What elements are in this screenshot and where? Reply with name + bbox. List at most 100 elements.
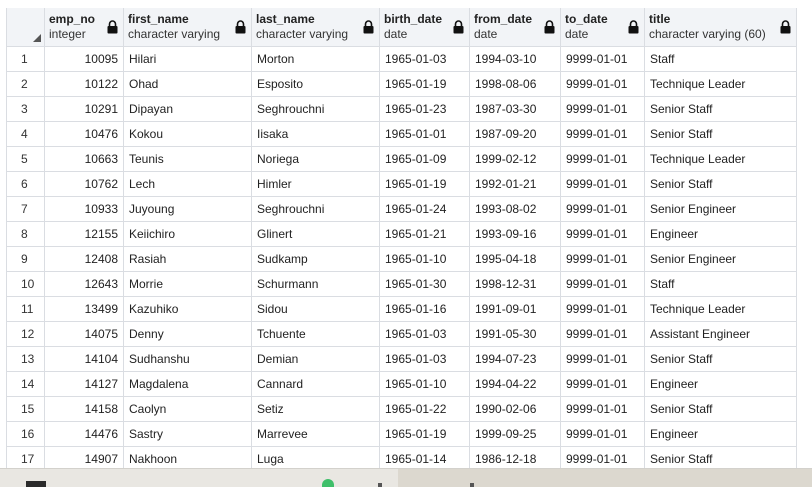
cell-from-date[interactable]: 1994-04-22 [469, 371, 561, 397]
cell-to-date[interactable]: 9999-01-01 [560, 446, 645, 468]
cell-from-date[interactable]: 1993-09-16 [469, 221, 561, 247]
cell-from-date[interactable]: 1991-05-30 [469, 321, 561, 347]
row-number[interactable]: 4 [6, 121, 45, 147]
table-row[interactable]: 3 10291 Dipayan Seghrouchni 1965-01-23 1987-0… [6, 96, 797, 122]
cell-birth-date[interactable]: 1965-01-21 [379, 221, 470, 247]
cell-emp-no[interactable]: 10663 [44, 146, 124, 172]
cell-title[interactable]: Technique Leader [644, 296, 797, 322]
cell-emp-no[interactable]: 10933 [44, 196, 124, 222]
cell-first-name[interactable]: Kazuhiko [123, 296, 252, 322]
cell-last-name[interactable]: Sudkamp [251, 246, 380, 272]
cell-last-name[interactable]: Tchuente [251, 321, 380, 347]
cell-from-date[interactable]: 1992-01-21 [469, 171, 561, 197]
table-row[interactable]: 1 10095 Hilari Morton 1965-01-03 1994-03-10 99… [6, 46, 797, 72]
column-header-emp-no[interactable]: emp_no integer [44, 8, 124, 47]
cell-title[interactable]: Staff [644, 271, 797, 297]
cell-title[interactable]: Technique Leader [644, 71, 797, 97]
row-number[interactable]: 9 [6, 246, 45, 272]
table-row[interactable]: 4 10476 Kokou Iisaka 1965-01-01 1987-09-20 999… [6, 121, 797, 147]
cell-last-name[interactable]: Cannard [251, 371, 380, 397]
row-number[interactable]: 8 [6, 221, 45, 247]
cell-to-date[interactable]: 9999-01-01 [560, 271, 645, 297]
cell-title[interactable]: Senior Staff [644, 171, 797, 197]
cell-emp-no[interactable]: 14104 [44, 346, 124, 372]
cell-emp-no[interactable]: 14907 [44, 446, 124, 468]
cell-first-name[interactable]: Magdalena [123, 371, 252, 397]
cell-emp-no[interactable]: 10095 [44, 46, 124, 72]
column-header-last-name[interactable]: last_name character varying [251, 8, 380, 47]
cell-last-name[interactable]: Luga [251, 446, 380, 468]
cell-last-name[interactable]: Demian [251, 346, 380, 372]
cell-title[interactable]: Staff [644, 46, 797, 72]
table-row[interactable]: 6 10762 Lech Himler 1965-01-19 1992-01-21 9999… [6, 171, 797, 197]
cell-to-date[interactable]: 9999-01-01 [560, 121, 645, 147]
cell-title[interactable]: Senior Engineer [644, 196, 797, 222]
table-row[interactable]: 14 14127 Magdalena Cannard 1965-01-10 1994-04… [6, 371, 797, 397]
cell-to-date[interactable]: 9999-01-01 [560, 196, 645, 222]
cell-first-name[interactable]: Lech [123, 171, 252, 197]
cell-title[interactable]: Senior Engineer [644, 246, 797, 272]
column-header-first-name[interactable]: first_name character varying [123, 8, 252, 47]
table-row[interactable]: 11 13499 Kazuhiko Sidou 1965-01-16 1991-09-01… [6, 296, 797, 322]
cell-emp-no[interactable]: 10122 [44, 71, 124, 97]
cell-title[interactable]: Senior Staff [644, 121, 797, 147]
cell-from-date[interactable]: 1987-09-20 [469, 121, 561, 147]
cell-last-name[interactable]: Esposito [251, 71, 380, 97]
cell-emp-no[interactable]: 12643 [44, 271, 124, 297]
cell-last-name[interactable]: Marrevee [251, 421, 380, 447]
cell-title[interactable]: Senior Staff [644, 446, 797, 468]
row-number[interactable]: 7 [6, 196, 45, 222]
row-number[interactable]: 16 [6, 421, 45, 447]
cell-birth-date[interactable]: 1965-01-03 [379, 321, 470, 347]
cell-from-date[interactable]: 1999-09-25 [469, 421, 561, 447]
table-row[interactable]: 7 10933 Juyoung Seghrouchni 1965-01-24 1993-0… [6, 196, 797, 222]
cell-emp-no[interactable]: 10476 [44, 121, 124, 147]
row-number[interactable]: 12 [6, 321, 45, 347]
cell-last-name[interactable]: Himler [251, 171, 380, 197]
cell-birth-date[interactable]: 1965-01-30 [379, 271, 470, 297]
cell-first-name[interactable]: Kokou [123, 121, 252, 147]
cell-title[interactable]: Technique Leader [644, 146, 797, 172]
row-number[interactable]: 15 [6, 396, 45, 422]
cell-first-name[interactable]: Dipayan [123, 96, 252, 122]
table-row[interactable]: 8 12155 Keiichiro Glinert 1965-01-21 1993-09-… [6, 221, 797, 247]
cell-to-date[interactable]: 9999-01-01 [560, 46, 645, 72]
cell-to-date[interactable]: 9999-01-01 [560, 246, 645, 272]
row-number[interactable]: 14 [6, 371, 45, 397]
column-header-title[interactable]: title character varying (60) [644, 8, 797, 47]
cell-first-name[interactable]: Nakhoon [123, 446, 252, 468]
cell-first-name[interactable]: Caolyn [123, 396, 252, 422]
cell-emp-no[interactable]: 12155 [44, 221, 124, 247]
cell-last-name[interactable]: Sidou [251, 296, 380, 322]
cell-to-date[interactable]: 9999-01-01 [560, 221, 645, 247]
cell-to-date[interactable]: 9999-01-01 [560, 396, 645, 422]
cell-birth-date[interactable]: 1965-01-03 [379, 46, 470, 72]
cell-last-name[interactable]: Noriega [251, 146, 380, 172]
cell-title[interactable]: Senior Staff [644, 396, 797, 422]
cell-from-date[interactable]: 1987-03-30 [469, 96, 561, 122]
cell-emp-no[interactable]: 12408 [44, 246, 124, 272]
cell-from-date[interactable]: 1986-12-18 [469, 446, 561, 468]
cell-first-name[interactable]: Morrie [123, 271, 252, 297]
cell-from-date[interactable]: 1995-04-18 [469, 246, 561, 272]
cell-last-name[interactable]: Setiz [251, 396, 380, 422]
cell-from-date[interactable]: 1990-02-06 [469, 396, 561, 422]
column-header-from-date[interactable]: from_date date [469, 8, 561, 47]
row-number[interactable]: 5 [6, 146, 45, 172]
cell-first-name[interactable]: Keiichiro [123, 221, 252, 247]
cell-birth-date[interactable]: 1965-01-14 [379, 446, 470, 468]
cell-birth-date[interactable]: 1965-01-23 [379, 96, 470, 122]
cell-first-name[interactable]: Rasiah [123, 246, 252, 272]
cell-from-date[interactable]: 1998-12-31 [469, 271, 561, 297]
cell-to-date[interactable]: 9999-01-01 [560, 146, 645, 172]
cell-first-name[interactable]: Sudhanshu [123, 346, 252, 372]
cell-birth-date[interactable]: 1965-01-19 [379, 421, 470, 447]
cell-from-date[interactable]: 1993-08-02 [469, 196, 561, 222]
table-row[interactable]: 5 10663 Teunis Noriega 1965-01-09 1999-02-12 9… [6, 146, 797, 172]
column-header-birth-date[interactable]: birth_date date [379, 8, 470, 47]
cell-to-date[interactable]: 9999-01-01 [560, 371, 645, 397]
cell-birth-date[interactable]: 1965-01-19 [379, 171, 470, 197]
cell-from-date[interactable]: 1998-08-06 [469, 71, 561, 97]
table-row[interactable]: 15 14158 Caolyn Setiz 1965-01-22 1990-02-06 99… [6, 396, 797, 422]
cell-emp-no[interactable]: 10291 [44, 96, 124, 122]
